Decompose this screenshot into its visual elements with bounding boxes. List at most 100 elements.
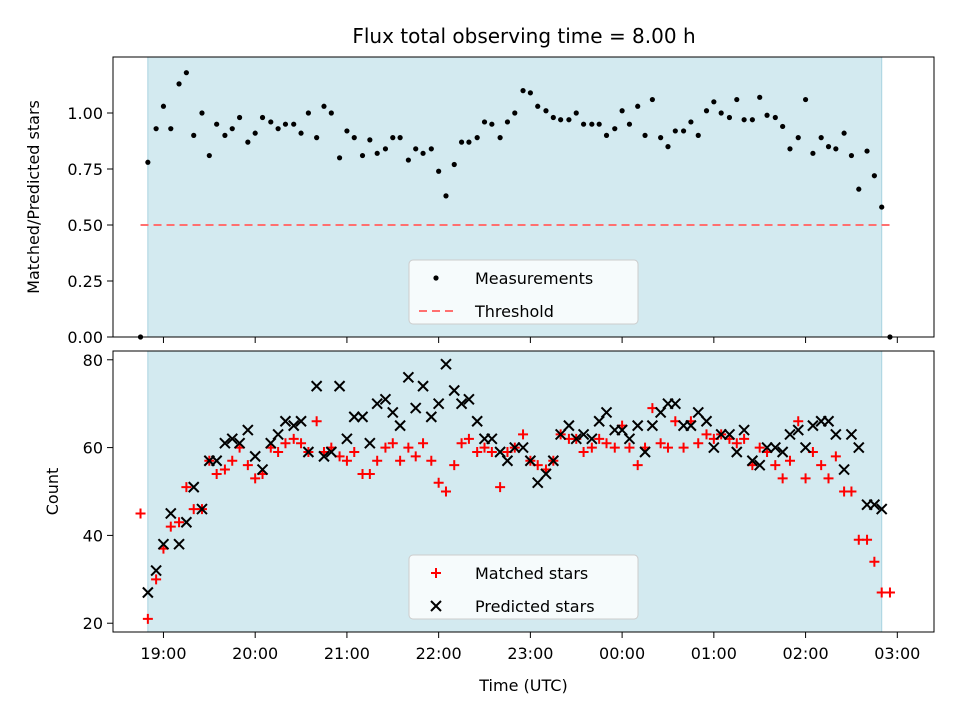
matched-star-point (296, 438, 307, 449)
matched-star-point (181, 482, 192, 493)
measurement-point (336, 155, 343, 161)
predicted-star-point (616, 424, 628, 436)
measurement-point (481, 119, 488, 125)
matched-star-point (227, 455, 238, 466)
legend-label: Measurements (475, 269, 593, 288)
measurement-point (795, 135, 801, 141)
measurement-point (741, 117, 747, 123)
predicted-star-point (196, 503, 208, 515)
measurement-point (649, 96, 655, 103)
measurement-point (841, 130, 847, 136)
measurement-point (566, 117, 572, 123)
measurement-point (176, 81, 182, 87)
measurement-point (520, 88, 526, 94)
measurement-point (420, 150, 426, 156)
x-tick-label: 22:00 (416, 644, 462, 663)
x-tick-label: 19:00 (140, 644, 186, 663)
predicted-star-point (540, 468, 552, 480)
predicted-star-point (494, 446, 506, 458)
predicted-star-point (302, 446, 315, 458)
measurement-point (474, 135, 480, 141)
matched-star-point (754, 442, 765, 453)
bottom-x-ticks: 19:00 20:00 21:00 22:00 23:00 00:00 01:00 02:00… (140, 632, 920, 663)
matched-star-point (624, 442, 635, 453)
measurement-point (374, 150, 380, 156)
measurement-point (535, 103, 541, 109)
measurement-point (436, 168, 442, 174)
measurement-point (367, 137, 373, 143)
matched-star-point (273, 446, 284, 457)
chart-title: Flux total observing time = 8.00 h (352, 24, 695, 48)
predicted-star-point (838, 463, 850, 476)
matched-star-point (311, 416, 322, 427)
predicted-star-point (272, 428, 284, 441)
measurement-point (711, 99, 717, 105)
matched-star-point (701, 429, 712, 440)
matched-star-point (151, 574, 162, 585)
predicted-star-point (776, 446, 789, 458)
predicted-star-point (685, 419, 697, 432)
predicted-star-point (417, 380, 429, 392)
predicted-star-point (157, 538, 170, 550)
predicted-star-point (517, 441, 529, 454)
matched-star-point (586, 442, 597, 453)
matched-star-point (800, 473, 811, 484)
measurement-point (658, 135, 664, 141)
measurement-point (252, 130, 258, 136)
predicted-star-point (371, 397, 383, 410)
measurement-point (405, 157, 411, 163)
matched-star-point (816, 460, 827, 471)
measurement-point (160, 103, 167, 109)
predicted-star-point (524, 455, 537, 467)
matched-star-point (135, 508, 146, 519)
predicted-star-point (463, 393, 475, 406)
predicted-star-point (853, 441, 865, 454)
measurement-point (268, 119, 274, 125)
predicted-star-point (799, 441, 812, 454)
measurement-point (245, 139, 251, 145)
measurement-point (626, 121, 633, 127)
measurement-point (466, 139, 472, 145)
x-tick-label: 20:00 (232, 644, 278, 663)
predicted-star-point (180, 516, 193, 528)
measurement-point (191, 132, 197, 138)
predicted-star-point (570, 433, 582, 445)
measurement-point (390, 135, 396, 141)
matched-star-point (846, 486, 857, 497)
matched-star-point (341, 455, 352, 466)
top-plot-marks (137, 70, 893, 340)
predicted-star-point (440, 358, 452, 370)
measurement-point (199, 110, 205, 116)
measurement-point (443, 193, 449, 199)
y-tick-label: 1.00 (67, 104, 103, 123)
predicted-star-point (593, 415, 605, 427)
matched-star-point (433, 477, 444, 488)
matched-star-point (479, 442, 490, 453)
x-tick-label: 23:00 (507, 644, 553, 663)
x-axis-label: Time (UTC) (478, 676, 567, 695)
matched-star-point (142, 613, 153, 624)
predicted-star-point (210, 455, 223, 467)
matched-star-point (884, 587, 895, 598)
predicted-star-point (554, 428, 567, 441)
predicted-star-point (333, 380, 346, 392)
measurement-point (497, 135, 503, 141)
bottom-legend: Matched stars Predicted stars (408, 554, 639, 620)
predicted-star-point (700, 415, 713, 427)
predicted-star-point (348, 411, 360, 423)
matched-star-point (739, 433, 750, 444)
measurement-point (726, 114, 733, 121)
predicted-star-point (455, 397, 468, 410)
predicted-star-point (219, 437, 231, 449)
predicted-star-point (402, 371, 415, 384)
matched-star-point (594, 433, 605, 444)
x-tick-label: 03:00 (874, 644, 920, 663)
measurement-point (504, 119, 511, 125)
predicted-star-point (242, 424, 254, 436)
matched-star-point (395, 455, 406, 466)
measurement-point (397, 135, 403, 141)
measurement-point (672, 128, 678, 134)
predicted-star-point (265, 437, 277, 449)
predicted-star-point (631, 419, 644, 432)
